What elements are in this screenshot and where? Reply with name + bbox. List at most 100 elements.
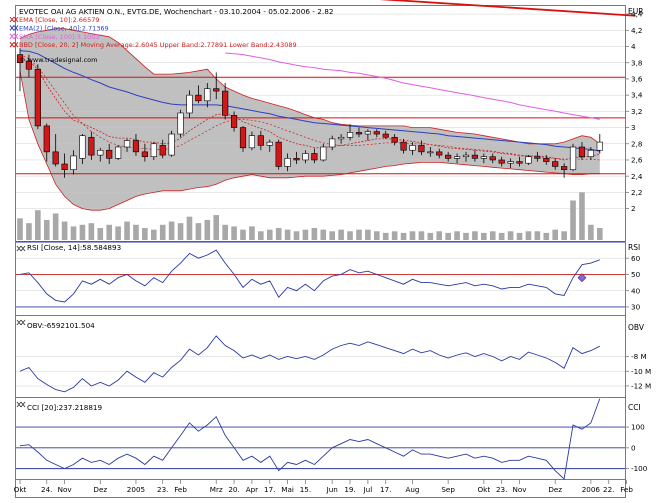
volume-bar [498, 232, 505, 240]
time-tick-label: 20. [228, 485, 239, 494]
candle-up [569, 146, 577, 170]
legend-entry: BBD [Close, 20, 2] Moving Average:2.6045… [19, 41, 297, 49]
candle-down [52, 151, 59, 165]
volume-bar [579, 192, 585, 240]
obv-line [19, 335, 600, 393]
candle-down [222, 90, 229, 116]
candle-down [471, 154, 479, 159]
candle-up [248, 135, 256, 149]
price-tick-label: 4 [631, 42, 636, 51]
candle-up [427, 151, 434, 154]
volume-bar [151, 229, 157, 240]
candle-up [346, 132, 354, 138]
price-tick-label: 3 [631, 123, 636, 132]
price-tick-label: 3,6 [631, 75, 643, 84]
rsi-layer: 30 40 50 60 [16, 241, 641, 311]
volume-bar [570, 200, 576, 240]
price-tick-label: 4,4 [631, 10, 643, 19]
price-tick-label: 3,8 [631, 58, 643, 67]
time-tick-label: 22. [603, 485, 614, 494]
legend-entry: EMA [Close, 10]:2.66579 [19, 16, 99, 24]
candle-up [123, 140, 131, 148]
candle-down [25, 60, 33, 70]
candle-up [507, 161, 514, 164]
candle-down [355, 132, 363, 135]
volume-bar [409, 231, 416, 240]
time-tick-label: 23. [496, 485, 507, 494]
candle-up [177, 112, 184, 135]
candle-up [284, 158, 291, 167]
volume-bar [204, 219, 211, 240]
volume-bar [489, 231, 496, 240]
volume-bar [222, 224, 228, 240]
candle-down [88, 136, 95, 156]
volume-bar [472, 231, 478, 240]
volume-bar [374, 231, 380, 240]
volume-bar [543, 232, 550, 240]
rsi-line [19, 249, 600, 303]
trendline [379, 0, 636, 17]
volume-bar [400, 232, 407, 240]
cci-axis-title: CCI [628, 403, 641, 412]
candle-up [462, 154, 470, 158]
rsi-tick-label: 40 [631, 286, 641, 295]
price-tick-label: 3,2 [631, 107, 642, 116]
candle-down [445, 154, 452, 159]
candle-down [293, 158, 300, 161]
price-tick-label: 2,2 [631, 188, 642, 197]
volume-bar [552, 229, 558, 240]
candle-down [61, 163, 68, 170]
cci-panel-frame [15, 397, 626, 480]
candle-up [266, 141, 273, 146]
volume-bar [329, 231, 335, 240]
candle-down [141, 151, 148, 158]
volume-bar [293, 231, 300, 240]
time-tick-label: 19. [344, 485, 355, 494]
price-layer: 2 2,2 2,4 2,6 2,8 3 3,2 3,4 3,6 3,8 4 4,2 4,4 [16, 0, 643, 240]
volume-bar [97, 228, 104, 240]
candle-down [534, 156, 541, 159]
candle-down [195, 94, 202, 102]
candle-down [373, 131, 380, 135]
ema10-line [19, 58, 600, 161]
volume-bar [266, 229, 273, 240]
candle-down [489, 156, 496, 161]
rsi-title: RSI [Close, 14]:58.584893 [27, 243, 121, 252]
volume-bar [159, 224, 166, 240]
volume-bar [382, 232, 389, 240]
time-tick-label: 17. [380, 485, 391, 494]
rsi-panel-frame [15, 241, 626, 316]
obv-layer: -8 M -10 M -12 M [16, 319, 651, 393]
time-tick-label: Feb [174, 485, 187, 494]
price-tick-label: 2,4 [631, 172, 643, 181]
sma100-line [225, 52, 600, 120]
candle-down [391, 136, 398, 143]
legend-marker-icon [9, 41, 19, 48]
candle-up [525, 156, 532, 164]
candle-up [338, 136, 345, 140]
candle-down [43, 125, 50, 153]
candle-down [436, 151, 443, 156]
time-tick-label: 23. [157, 485, 168, 494]
rsi-axis-title: RSI [628, 243, 640, 252]
time-tick-label: Jun [326, 485, 338, 494]
time-tick-label: 24. [41, 485, 52, 494]
obv-tick-label: -8 M [631, 352, 647, 361]
candle-up [596, 141, 603, 151]
volume-bar [481, 232, 487, 240]
volume-bar [516, 232, 523, 240]
volume-bar [70, 226, 77, 240]
cci-tick-label: 0 [631, 443, 636, 452]
time-tick-label: Apr [246, 485, 258, 494]
volume-bar [356, 229, 362, 240]
volume-bar [240, 229, 246, 240]
cci-tick-label: 100 [631, 423, 645, 432]
obv-tick-label: -10 M [631, 367, 651, 376]
candle-up [364, 131, 371, 135]
candle-up [320, 146, 327, 161]
volume-bar [88, 223, 95, 240]
candle-down [498, 159, 505, 164]
time-tick-label: Okt [478, 485, 491, 494]
